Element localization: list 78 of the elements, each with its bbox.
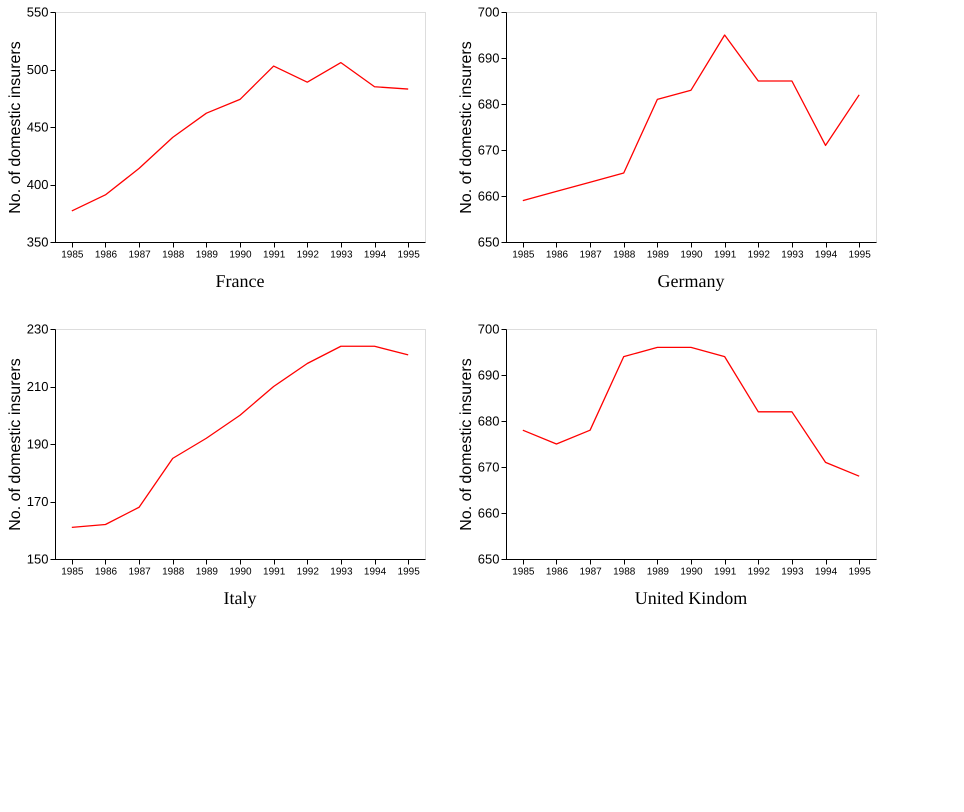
line-series bbox=[522, 346, 860, 477]
y-tick-label: 670 bbox=[478, 142, 500, 158]
y-tick-label: 210 bbox=[26, 379, 48, 394]
y-tick-label: 700 bbox=[478, 4, 500, 20]
x-tick-label: 1987 bbox=[579, 250, 602, 260]
x-tick-label: 1988 bbox=[613, 250, 636, 260]
x-tick-label: 1989 bbox=[646, 250, 670, 260]
x-tick-label: 1991 bbox=[263, 250, 286, 260]
x-tick-label: 1986 bbox=[94, 250, 118, 260]
x-tick-label: 1987 bbox=[128, 250, 152, 260]
y-tick-label: 170 bbox=[26, 494, 48, 509]
x-tick-label: 1993 bbox=[330, 250, 353, 260]
text: Germany bbox=[658, 271, 724, 291]
x-tick-label: 1993 bbox=[781, 250, 804, 260]
y-axis-title: No. of domestic insurers bbox=[458, 358, 475, 531]
x-tick-label: 1995 bbox=[398, 250, 420, 260]
x-tick-label: 1992 bbox=[748, 250, 770, 260]
y-tick-label: 690 bbox=[478, 368, 500, 382]
y-tick-label: 700 bbox=[478, 322, 500, 336]
x-tick-label: 1989 bbox=[196, 250, 218, 260]
x-tick-label: 1986 bbox=[94, 566, 118, 578]
x-tick-label: 1992 bbox=[748, 566, 770, 578]
y-tick-label: 230 bbox=[26, 322, 48, 336]
x-tick-label: 1988 bbox=[162, 250, 185, 260]
x-tick-label: 1990 bbox=[229, 566, 252, 578]
x-tick-label: 1991 bbox=[714, 566, 737, 578]
x-tick-label: 1988 bbox=[613, 566, 636, 578]
y-tick-label: 660 bbox=[478, 506, 500, 520]
y-tick-label: 650 bbox=[478, 552, 500, 566]
x-tick-label: 1987 bbox=[128, 566, 152, 578]
x-tick-label: 1993 bbox=[330, 566, 353, 578]
x-tick-label: 1990 bbox=[680, 250, 704, 260]
x-tick-label: 1990 bbox=[680, 566, 704, 578]
x-tick-label: 1985 bbox=[61, 250, 84, 260]
text: France bbox=[216, 271, 264, 291]
x-tick-label: 1990 bbox=[229, 250, 252, 260]
y-tick-label: 680 bbox=[478, 96, 500, 112]
x-tick-label: 1994 bbox=[814, 250, 838, 260]
x-tick-label: 1995 bbox=[848, 250, 872, 260]
y-tick-label: 150 bbox=[26, 552, 48, 566]
line-series bbox=[522, 34, 860, 202]
x-tick-label: 1991 bbox=[714, 250, 737, 260]
x-tick-label: 1989 bbox=[646, 566, 670, 578]
x-tick-label: 1985 bbox=[512, 250, 535, 260]
y-tick-label: 400 bbox=[26, 177, 48, 192]
x-tick-label: 1994 bbox=[364, 566, 387, 578]
y-tick-label: 550 bbox=[26, 4, 48, 20]
x-tick-label: 1987 bbox=[579, 566, 602, 578]
x-tick-label: 1995 bbox=[848, 566, 872, 578]
text: United Kindom bbox=[634, 588, 748, 608]
x-tick-label: 1992 bbox=[296, 250, 320, 260]
y-tick-label: 350 bbox=[26, 234, 48, 250]
x-tick-label: 1989 bbox=[196, 566, 218, 578]
y-tick-label: 650 bbox=[478, 234, 500, 250]
x-tick-label: 1994 bbox=[814, 566, 838, 578]
x-tick-label: 1988 bbox=[162, 566, 185, 578]
line-series bbox=[71, 62, 409, 212]
y-tick-label: 450 bbox=[26, 120, 48, 134]
line-series bbox=[71, 346, 409, 528]
x-tick-label: 1995 bbox=[398, 566, 420, 578]
x-tick-label: 1992 bbox=[296, 566, 320, 578]
x-tick-label: 1991 bbox=[263, 566, 286, 578]
x-tick-label: 1986 bbox=[546, 250, 569, 260]
y-tick-label: 500 bbox=[26, 62, 48, 77]
y-tick-label: 690 bbox=[478, 50, 500, 66]
x-tick-label: 1985 bbox=[61, 566, 84, 578]
y-tick-label: 660 bbox=[478, 188, 500, 204]
y-tick-label: 680 bbox=[478, 414, 500, 428]
x-tick-label: 1985 bbox=[512, 566, 535, 578]
x-tick-label: 1994 bbox=[364, 250, 387, 260]
y-axis-title: No. of domestic insurers bbox=[6, 358, 24, 531]
y-axis-title: No. of domestic insurers bbox=[6, 41, 24, 214]
y-axis-title: No. of domestic insurers bbox=[458, 41, 475, 214]
x-tick-label: 1993 bbox=[781, 566, 804, 578]
y-tick-label: 190 bbox=[26, 436, 48, 452]
y-tick-label: 670 bbox=[478, 460, 500, 474]
x-tick-label: 1986 bbox=[546, 566, 569, 578]
text: Italy bbox=[224, 588, 256, 608]
